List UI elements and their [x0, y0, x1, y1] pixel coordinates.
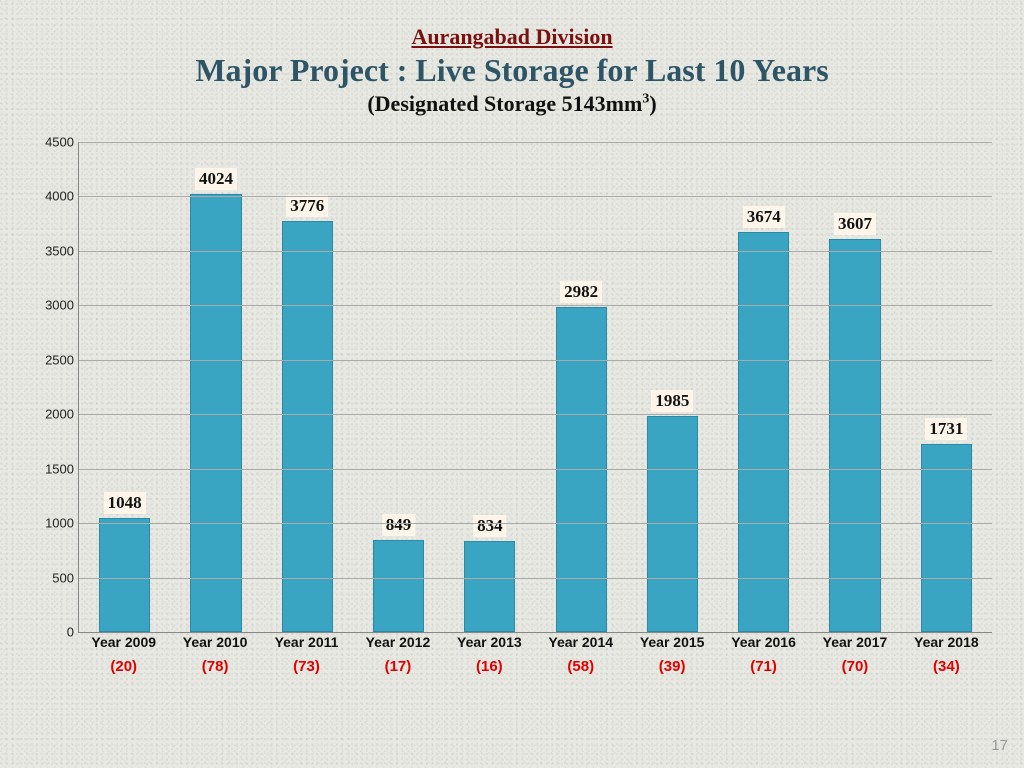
percent-row: (20)(78)(73)(17)(16)(58)(39)(71)(70)(34) — [78, 658, 992, 675]
bar — [373, 540, 424, 632]
bar-slot: 3674 — [718, 142, 809, 632]
subtitle-prefix: (Designated Storage 5143mm — [367, 91, 642, 116]
bar — [464, 541, 515, 632]
y-tick-label: 1000 — [36, 516, 74, 531]
bar — [829, 239, 880, 632]
x-tick-label: Year 2010 — [169, 634, 260, 650]
bar-value-label: 4024 — [195, 168, 237, 190]
y-tick-label: 2500 — [36, 352, 74, 367]
grid-line — [79, 305, 992, 306]
percent-label: (34) — [901, 658, 992, 675]
grid-line — [79, 469, 992, 470]
percent-label: (70) — [809, 658, 900, 675]
plot-area: 1048 4024 3776 849 834 2982 1985 3674 3607 1731 — [78, 142, 992, 633]
percent-label: (17) — [352, 658, 443, 675]
subtitle: (Designated Storage 5143mm3) — [0, 91, 1024, 117]
percent-label: (39) — [626, 658, 717, 675]
bar-slot: 3776 — [262, 142, 353, 632]
x-tick-label: Year 2015 — [626, 634, 717, 650]
bar-slot: 849 — [353, 142, 444, 632]
page-title: Major Project : Live Storage for Last 10… — [0, 52, 1024, 89]
y-tick-label: 4500 — [36, 135, 74, 150]
percent-label: (20) — [78, 658, 169, 675]
bar-slot: 1731 — [901, 142, 992, 632]
x-tick-label: Year 2012 — [352, 634, 443, 650]
bar-slot: 1985 — [627, 142, 718, 632]
x-tick-label: Year 2009 — [78, 634, 169, 650]
bar-value-label: 834 — [473, 515, 507, 537]
x-tick-label: Year 2011 — [261, 634, 352, 650]
x-tick-label: Year 2018 — [901, 634, 992, 650]
bar-value-label: 2982 — [560, 281, 602, 303]
bar-value-label: 3607 — [834, 213, 876, 235]
bar — [99, 518, 150, 632]
x-tick-label: Year 2014 — [535, 634, 626, 650]
bar — [921, 444, 972, 632]
y-tick-label: 0 — [36, 625, 74, 640]
x-tick-label: Year 2017 — [809, 634, 900, 650]
percent-label: (16) — [444, 658, 535, 675]
grid-line — [79, 142, 992, 143]
y-tick-label: 500 — [36, 570, 74, 585]
bar-chart: 050010001500200025003000350040004500 104… — [36, 142, 996, 692]
bars-container: 1048 4024 3776 849 834 2982 1985 3674 3607 1731 — [79, 142, 992, 632]
y-tick-label: 2000 — [36, 407, 74, 422]
bar — [190, 194, 241, 632]
header: Aurangabad Division Major Project : Live… — [0, 0, 1024, 117]
bar — [282, 221, 333, 632]
y-tick-label: 1500 — [36, 461, 74, 476]
grid-line — [79, 578, 992, 579]
y-tick-label: 3500 — [36, 243, 74, 258]
bar-value-label: 849 — [382, 514, 416, 536]
bar-slot: 4024 — [170, 142, 261, 632]
bar-slot: 3607 — [809, 142, 900, 632]
grid-line — [79, 251, 992, 252]
bar — [738, 232, 789, 632]
y-tick-label: 4000 — [36, 189, 74, 204]
y-tick-label: 3000 — [36, 298, 74, 313]
bar-value-label: 1985 — [651, 390, 693, 412]
grid-line — [79, 360, 992, 361]
x-tick-label: Year 2013 — [444, 634, 535, 650]
bar-value-label: 1048 — [104, 492, 146, 514]
division-label: Aurangabad Division — [0, 24, 1024, 50]
bar-slot: 834 — [444, 142, 535, 632]
percent-label: (78) — [169, 658, 260, 675]
percent-label: (58) — [535, 658, 626, 675]
bar-value-label: 1731 — [925, 418, 967, 440]
x-tick-label: Year 2016 — [718, 634, 809, 650]
subtitle-suffix: ) — [649, 91, 656, 116]
grid-line — [79, 523, 992, 524]
grid-line — [79, 196, 992, 197]
bar-slot: 2982 — [535, 142, 626, 632]
x-axis-labels: Year 2009Year 2010Year 2011Year 2012Year… — [78, 634, 992, 650]
bar-value-label: 3776 — [286, 195, 328, 217]
percent-label: (73) — [261, 658, 352, 675]
page-number: 17 — [991, 737, 1008, 754]
bar-slot: 1048 — [79, 142, 170, 632]
percent-label: (71) — [718, 658, 809, 675]
bar-value-label: 3674 — [743, 206, 785, 228]
grid-line — [79, 414, 992, 415]
